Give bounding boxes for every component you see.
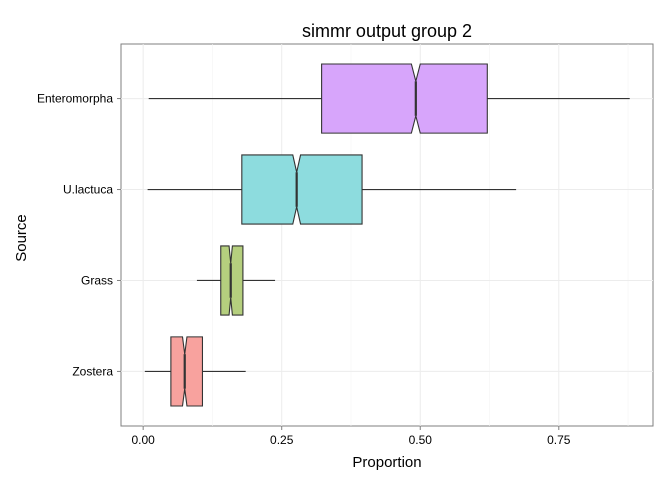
chart-title: simmr output group 2 <box>302 21 472 41</box>
y-tick-label: Enteromorpha <box>37 92 113 106</box>
x-tick-label: 0.00 <box>131 433 155 447</box>
box-series <box>144 63 630 407</box>
x-tick-label: 0.75 <box>547 433 571 447</box>
box-zostera <box>144 336 246 407</box>
y-tick-label: Zostera <box>72 364 113 378</box>
box-body <box>220 245 244 316</box>
x-tick-label: 0.25 <box>270 433 294 447</box>
x-axis-title: Proportion <box>352 454 421 471</box>
y-axis-ticks: Zostera Grass U.lactuca Enteromorpha <box>37 92 121 378</box>
x-axis-ticks: 0.00 0.25 0.50 0.75 <box>131 426 571 447</box>
box-body <box>241 154 363 225</box>
box-enteromorpha <box>148 63 630 134</box>
box-u-lactuca <box>147 154 517 225</box>
y-tick-label: Grass <box>81 273 113 287</box>
box-grass <box>196 245 276 316</box>
x-tick-label: 0.50 <box>409 433 433 447</box>
y-axis-title: Source <box>13 214 30 262</box>
box-body <box>170 336 204 407</box>
box-body <box>321 63 488 134</box>
y-tick-label: U.lactuca <box>63 183 113 197</box>
